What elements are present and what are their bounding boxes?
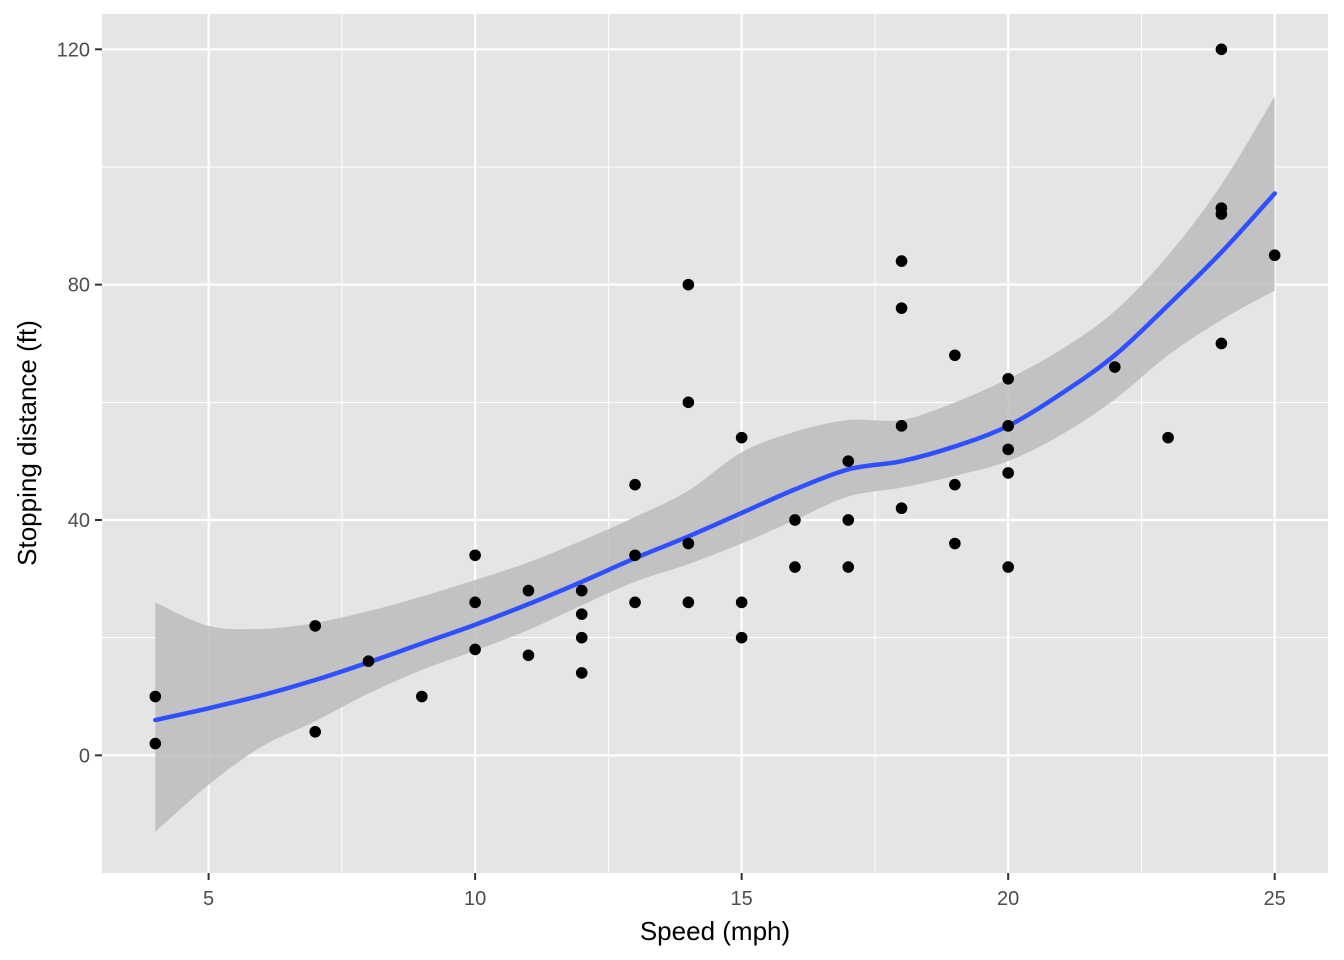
- smooth-line: [153, 191, 1277, 723]
- data-point: [735, 596, 748, 609]
- x-tick-label: 20: [997, 888, 1019, 910]
- data-point: [895, 255, 908, 267]
- data-point: [1108, 361, 1121, 373]
- data-point: [1215, 202, 1228, 214]
- x-tick-label: 10: [464, 888, 486, 910]
- data-points: [149, 43, 1281, 750]
- data-point: [1002, 372, 1014, 385]
- x-axis-title: Speed (mph): [640, 916, 790, 946]
- data-point: [895, 420, 908, 432]
- y-tick-label: 40: [68, 510, 90, 532]
- data-point: [895, 302, 908, 314]
- y-tick-label: 0: [79, 745, 90, 767]
- data-point: [949, 478, 961, 491]
- x-tick-label: 25: [1264, 888, 1286, 910]
- data-point: [469, 643, 481, 656]
- data-point: [1162, 431, 1174, 444]
- data-point: [629, 478, 641, 491]
- data-point: [789, 561, 801, 573]
- x-axis: 5 10 15 20 25: [203, 873, 1286, 910]
- data-point: [629, 549, 641, 562]
- data-point: [522, 584, 535, 597]
- data-point: [842, 561, 855, 573]
- data-point: [842, 455, 855, 467]
- data-point: [1002, 467, 1014, 479]
- y-axis: 0 40 80 120: [57, 39, 102, 767]
- data-point: [149, 690, 162, 703]
- data-point: [469, 596, 481, 609]
- data-point: [629, 596, 641, 609]
- data-point: [1215, 337, 1228, 350]
- data-point: [362, 655, 375, 667]
- data-point: [575, 584, 588, 597]
- x-tick-label: 15: [731, 888, 753, 910]
- data-point: [149, 737, 162, 750]
- data-point: [842, 514, 855, 526]
- data-point: [789, 514, 801, 526]
- confidence-ribbon: [155, 96, 1275, 832]
- data-point: [1002, 443, 1014, 456]
- data-point: [1002, 420, 1014, 432]
- data-point: [469, 549, 481, 562]
- data-point: [416, 690, 428, 703]
- data-point: [522, 649, 535, 662]
- y-tick-label: 120: [57, 39, 90, 61]
- data-point: [735, 431, 748, 444]
- data-point: [309, 725, 322, 738]
- data-point: [575, 631, 588, 644]
- data-point: [682, 537, 695, 550]
- data-point: [682, 596, 695, 609]
- data-point: [682, 396, 695, 409]
- data-point: [895, 502, 908, 515]
- y-axis-title: Stopping distance (ft): [12, 320, 42, 566]
- data-point: [949, 349, 961, 362]
- data-point: [1215, 43, 1228, 56]
- data-point: [575, 667, 588, 679]
- data-point: [575, 608, 588, 620]
- y-tick-label: 80: [68, 275, 90, 297]
- data-point: [682, 278, 695, 291]
- data-point: [1002, 561, 1014, 573]
- data-point: [949, 537, 961, 550]
- data-point: [1268, 249, 1281, 262]
- data-point: [735, 631, 748, 644]
- data-point: [309, 620, 322, 632]
- plot-panel: [102, 14, 1328, 873]
- x-tick-label: 5: [203, 888, 214, 910]
